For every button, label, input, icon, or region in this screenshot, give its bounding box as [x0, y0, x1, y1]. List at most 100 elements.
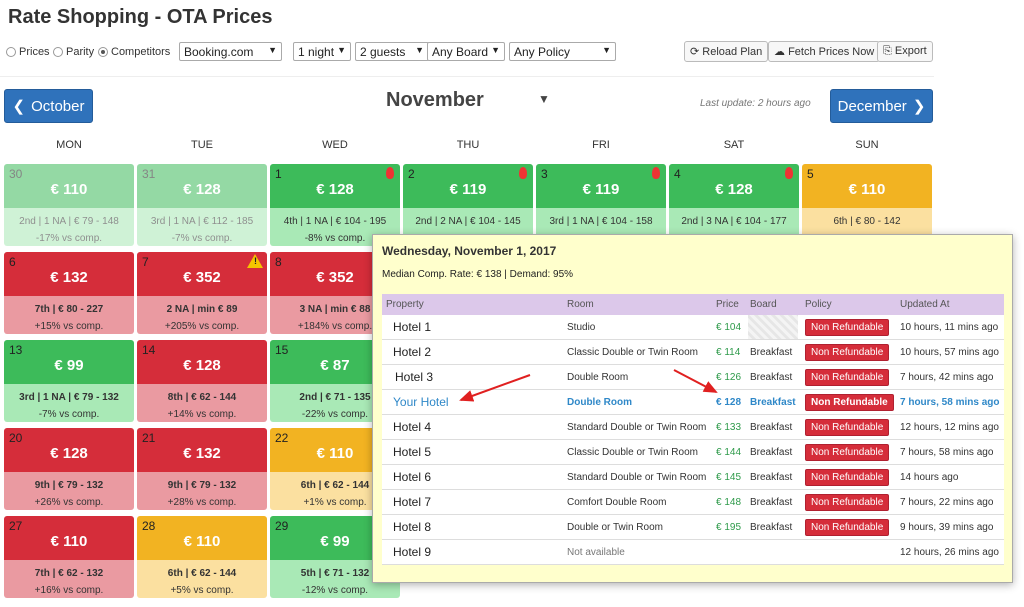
flame-icon — [386, 167, 394, 179]
board-name: Breakfast — [750, 471, 793, 483]
next-month-label: December — [837, 97, 907, 115]
col-updated: Updated At — [900, 299, 950, 310]
rank-range: 2nd | 1 NA | € 79 - 148 — [19, 216, 119, 227]
day-price: € 119 — [582, 181, 620, 198]
calendar-day-cell[interactable]: 2 € 119 2nd | 2 NA | € 104 - 145 — [403, 164, 533, 246]
table-row[interactable]: Hotel 5 Classic Double or Twin Room € 14… — [382, 440, 1004, 465]
calendar-day-cell[interactable]: 28 € 110 6th | € 62 - 144 +5% vs comp. — [137, 516, 267, 598]
calendar-day-cell[interactable]: 7! € 352 2 NA | min € 89 +205% vs comp. — [137, 252, 267, 334]
reload-plan-button[interactable]: ⟳ Reload Plan — [684, 41, 769, 62]
updated-at: 7 hours, 58 mins ago — [900, 446, 994, 458]
month-dropdown-icon[interactable]: ▼ — [538, 92, 550, 106]
board-name: Breakfast — [750, 396, 796, 408]
board-name: Breakfast — [750, 346, 793, 358]
day-price: € 132 — [50, 269, 88, 286]
popup-title: Wednesday, November 1, 2017 — [382, 244, 557, 258]
chevron-down-icon: ▼ — [491, 45, 500, 55]
day-price: € 110 — [50, 533, 88, 550]
calendar-day-cell[interactable]: 6 € 132 7th | € 80 - 227 +15% vs comp. — [4, 252, 134, 334]
day-price: € 132 — [183, 445, 221, 462]
day-number: 13 — [9, 343, 23, 357]
day-number: 29 — [275, 519, 289, 533]
room-price: € 195 — [716, 521, 742, 533]
fetch-prices-button[interactable]: ☁ Fetch Prices Now — [768, 41, 881, 62]
property-name: Hotel 2 — [393, 345, 432, 359]
fetch-label: Fetch Prices Now — [788, 46, 875, 58]
policy-cell: Non Refundable — [805, 490, 890, 514]
calendar-day-cell[interactable]: 31 € 128 3rd | 1 NA | € 112 - 185 -7% vs c… — [137, 164, 267, 246]
rank-range: 6th | € 80 - 142 — [833, 216, 901, 227]
rank-range: 2nd | 2 NA | € 104 - 145 — [415, 216, 521, 227]
guests-select[interactable]: 2 guests ▼ — [355, 42, 429, 61]
table-row[interactable]: Hotel 2 Classic Double or Twin Room € 11… — [382, 340, 1004, 365]
weekday-header: SUN — [855, 139, 879, 151]
calendar-day-cell[interactable]: 20 € 128 9th | € 79 - 132 +26% vs comp. — [4, 428, 134, 510]
updated-at: 9 hours, 39 mins ago — [900, 521, 994, 533]
day-price: € 99 — [320, 533, 350, 550]
day-price: € 87 — [320, 357, 350, 374]
export-button[interactable]: ⎘ Export — [877, 41, 933, 62]
table-row[interactable]: Hotel 3 Double Room € 126 Breakfast Non … — [382, 365, 1004, 390]
table-row[interactable]: Hotel 4 Standard Double or Twin Room € 1… — [382, 415, 1004, 440]
weekday-header: WED — [322, 139, 348, 151]
calendar-day-cell[interactable]: 13 € 99 3rd | 1 NA | € 79 - 132 -7% vs com… — [4, 340, 134, 422]
policy-badge: Non Refundable — [805, 418, 890, 436]
table-row-your-hotel[interactable]: Your Hotel Double Room € 128 Breakfast N… — [382, 390, 1004, 415]
calendar-day-cell[interactable]: 27 € 110 7th | € 62 - 132 +16% vs comp. — [4, 516, 134, 598]
mode-parity-radio[interactable]: Parity — [53, 46, 94, 58]
day-number: 7 — [142, 255, 149, 269]
day-price: € 110 — [848, 181, 886, 198]
divider — [0, 76, 934, 77]
export-label: Export — [894, 45, 927, 57]
calendar-day-cell[interactable]: 21 € 132 9th | € 79 - 132 +28% vs comp. — [137, 428, 267, 510]
vs-comp: +15% vs comp. — [34, 321, 104, 332]
weekday-header: FRI — [592, 139, 610, 151]
vs-comp: +16% vs comp. — [34, 585, 104, 596]
day-price: € 110 — [316, 445, 354, 462]
updated-at: 7 hours, 22 mins ago — [900, 496, 994, 508]
policy-cell: Non Refundable — [805, 440, 890, 464]
calendar-day-cell[interactable]: 1 € 128 4th | 1 NA | € 104 - 195 -8% vs co… — [270, 164, 400, 246]
calendar-day-cell[interactable]: 14 € 128 8th | € 62 - 144 +14% vs comp. — [137, 340, 267, 422]
rank-range: 2nd | € 71 - 135 — [299, 392, 371, 403]
warning-mark: ! — [254, 256, 257, 266]
day-number: 2 — [408, 167, 415, 181]
next-month-button[interactable]: December ❯ — [830, 89, 933, 123]
vs-comp: -22% vs comp. — [301, 409, 369, 420]
mode-prices-radio[interactable]: Prices — [6, 46, 50, 58]
calendar-day-cell[interactable]: 30 € 110 2nd | 1 NA | € 79 - 148 -17% vs c… — [4, 164, 134, 246]
table-header: Property Room Price Board Policy Updated… — [382, 294, 1004, 315]
room-price: € 148 — [716, 496, 742, 508]
table-row[interactable]: Hotel 1 Studio € 104 Non Refundable 10 h… — [382, 315, 1004, 340]
policy-select[interactable]: Any Policy ▼ — [509, 42, 616, 61]
channel-select[interactable]: Booking.com ▼ — [179, 42, 282, 61]
vs-comp: +28% vs comp. — [167, 497, 237, 508]
table-row[interactable]: Hotel 9 Not available 12 hours, 26 mins … — [382, 540, 1004, 565]
weekday-header: TUE — [191, 139, 213, 151]
day-price: € 110 — [50, 181, 88, 198]
nights-value: 1 night — [298, 45, 335, 59]
nights-select[interactable]: 1 night ▼ — [293, 42, 351, 61]
room-name: Not available — [567, 546, 625, 558]
table-row[interactable]: Hotel 6 Standard Double or Twin Room € 1… — [382, 465, 1004, 490]
policy-badge: Non Refundable — [805, 393, 894, 411]
room-name: Double or Twin Room — [567, 521, 663, 533]
day-number: 8 — [275, 255, 282, 269]
policy-badge: Non Refundable — [805, 493, 890, 511]
chevron-down-icon: ▼ — [602, 45, 611, 55]
board-value: Any Board — [432, 45, 489, 59]
prev-month-button[interactable]: ❮ October — [4, 89, 93, 123]
weekday-header: SAT — [723, 139, 745, 151]
rank-range: 3rd | 1 NA | € 112 - 185 — [150, 216, 254, 227]
rank-range: 9th | € 79 - 132 — [34, 480, 104, 491]
export-icon: ⎘ — [883, 45, 892, 57]
weekday-header: MON — [56, 139, 82, 151]
table-row[interactable]: Hotel 7 Comfort Double Room € 148 Breakf… — [382, 490, 1004, 515]
mode-competitors-radio[interactable]: Competitors — [98, 46, 170, 58]
table-row[interactable]: Hotel 8 Double or Twin Room € 195 Breakf… — [382, 515, 1004, 540]
property-name: Hotel 3 — [395, 370, 434, 384]
mode-label: Competitors — [111, 46, 171, 58]
room-name: Classic Double or Twin Room — [567, 446, 698, 458]
day-number: 6 — [9, 255, 16, 269]
board-select[interactable]: Any Board ▼ — [427, 42, 505, 61]
